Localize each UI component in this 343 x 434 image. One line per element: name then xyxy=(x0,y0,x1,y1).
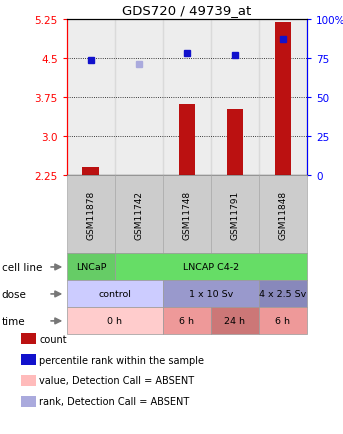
Text: LNCaP: LNCaP xyxy=(76,263,106,272)
Bar xyxy=(179,105,196,176)
Text: value, Detection Call = ABSENT: value, Detection Call = ABSENT xyxy=(39,376,194,385)
Text: percentile rank within the sample: percentile rank within the sample xyxy=(39,355,204,365)
Text: GSM11791: GSM11791 xyxy=(230,190,239,240)
Bar xyxy=(227,110,244,176)
Title: GDS720 / 49739_at: GDS720 / 49739_at xyxy=(122,4,251,17)
Text: LNCAP C4-2: LNCAP C4-2 xyxy=(183,263,239,272)
Text: 4 x 2.5 Sv: 4 x 2.5 Sv xyxy=(259,290,307,299)
Bar xyxy=(211,20,259,176)
Text: GSM11848: GSM11848 xyxy=(279,191,287,239)
Bar xyxy=(82,168,99,176)
Bar xyxy=(163,20,211,176)
Text: time: time xyxy=(2,316,25,326)
Text: rank, Detection Call = ABSENT: rank, Detection Call = ABSENT xyxy=(39,397,190,406)
Text: GSM11878: GSM11878 xyxy=(86,190,95,240)
Text: 6 h: 6 h xyxy=(179,317,194,326)
Text: 1 x 10 Sv: 1 x 10 Sv xyxy=(189,290,233,299)
Text: cell line: cell line xyxy=(2,263,42,272)
Bar xyxy=(67,20,115,176)
Text: control: control xyxy=(98,290,131,299)
Text: GSM11742: GSM11742 xyxy=(134,191,143,239)
Bar xyxy=(275,23,292,176)
Text: GSM11748: GSM11748 xyxy=(182,191,191,239)
Bar xyxy=(130,175,147,176)
Text: 6 h: 6 h xyxy=(275,317,291,326)
Text: dose: dose xyxy=(2,289,27,299)
Text: count: count xyxy=(39,334,67,344)
Text: 24 h: 24 h xyxy=(224,317,246,326)
Text: 0 h: 0 h xyxy=(107,317,122,326)
Bar xyxy=(259,20,307,176)
Bar xyxy=(115,20,163,176)
